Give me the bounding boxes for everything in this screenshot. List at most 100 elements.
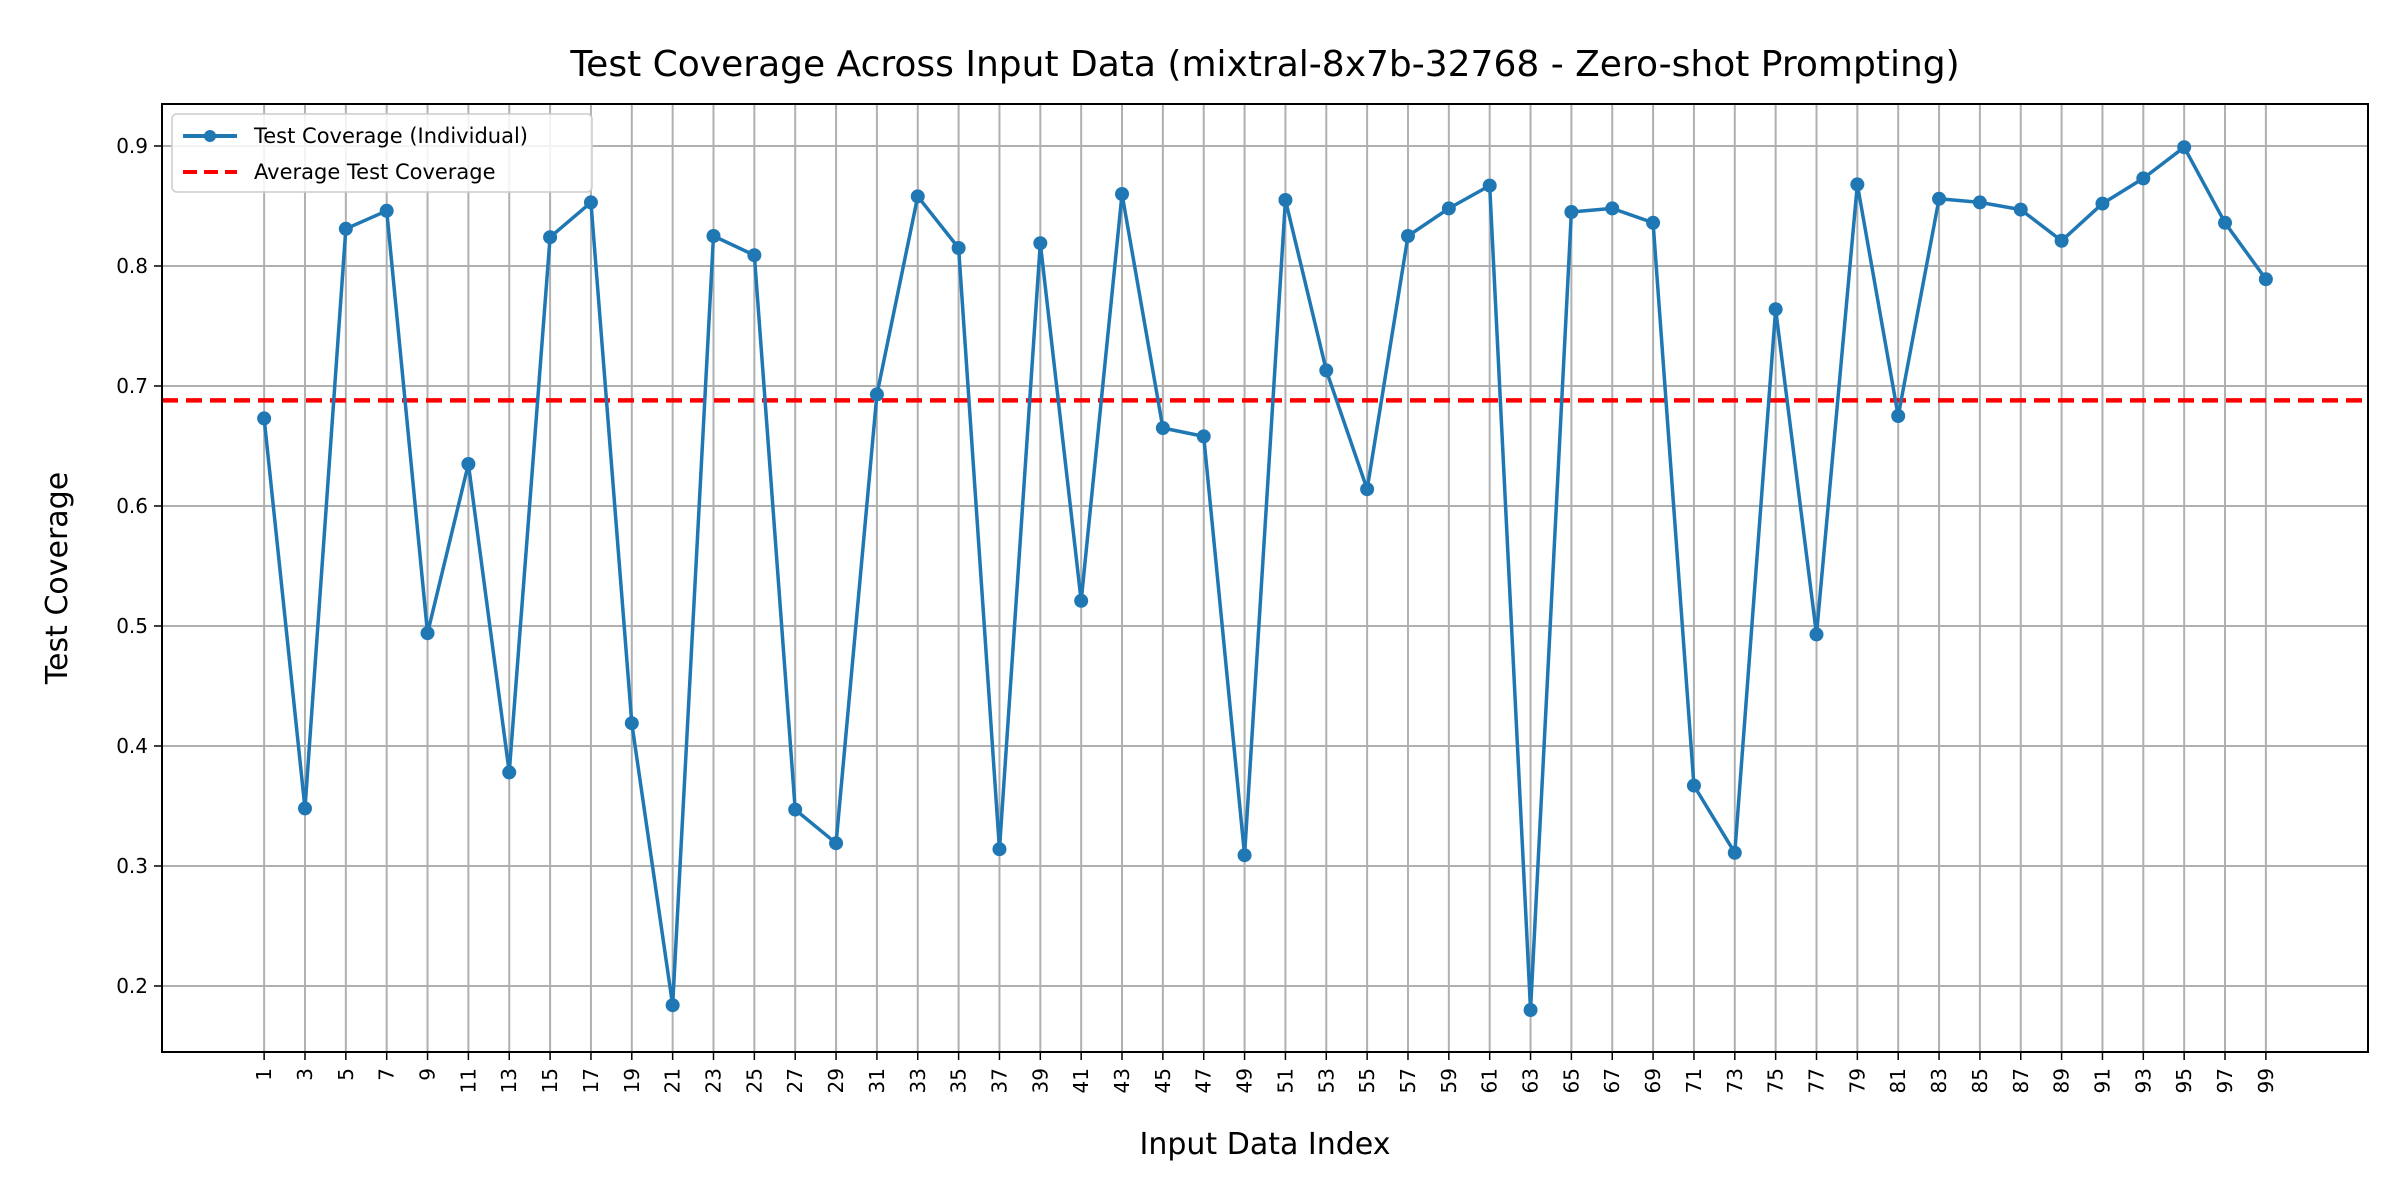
x-tick-label: 81 (1886, 1068, 1910, 1093)
data-point (1850, 177, 1865, 192)
x-tick-label: 29 (824, 1068, 848, 1093)
y-tick-label: 0.6 (116, 494, 148, 518)
data-point (1237, 848, 1252, 863)
x-tick-label: 59 (1437, 1068, 1461, 1093)
x-tick-label: 5 (334, 1068, 358, 1081)
data-point (297, 801, 312, 816)
x-tick-label: 73 (1723, 1068, 1747, 1093)
data-point (1155, 421, 1170, 435)
data-point (257, 411, 272, 426)
plot-frame (161, 103, 2369, 1053)
x-tick-label: 15 (538, 1068, 562, 1093)
legend-marker-individual (204, 130, 216, 142)
x-tick-label: 79 (1845, 1068, 1869, 1093)
data-point (869, 387, 884, 402)
x-tick-label: 37 (987, 1068, 1011, 1093)
data-point (2177, 140, 2192, 155)
data-point (2054, 233, 2069, 248)
x-tick-label: 71 (1682, 1068, 1706, 1093)
data-point (1686, 778, 1701, 793)
x-tick-label: 31 (865, 1068, 889, 1093)
x-tick-label: 35 (947, 1068, 971, 1093)
series-layer (257, 140, 2273, 1017)
x-tick-label: 7 (375, 1068, 399, 1081)
series-line (262, 145, 2268, 1012)
data-point (379, 203, 394, 218)
data-point (1360, 482, 1375, 497)
data-point (1646, 215, 1661, 230)
data-point (1809, 627, 1824, 642)
x-tick-label: 13 (497, 1068, 521, 1093)
data-point (1768, 302, 1783, 317)
x-tick-label: 27 (783, 1068, 807, 1093)
legend-box (171, 113, 593, 193)
data-point (951, 241, 966, 255)
x-tick-label: 21 (661, 1068, 685, 1093)
data-point (2013, 202, 2028, 217)
data-point (2136, 171, 2151, 186)
data-point (1319, 363, 1334, 378)
x-axis-label: Input Data Index (1140, 1127, 1391, 1162)
data-point (1115, 187, 1130, 201)
x-tick-label: 47 (1192, 1068, 1216, 1093)
x-tick-label: 77 (1805, 1068, 1829, 1093)
legend-label-individual: Test Coverage (Individual) (253, 124, 528, 148)
x-tick-label: 53 (1314, 1068, 1338, 1093)
data-point (502, 765, 517, 780)
x-tick-label: 1 (252, 1068, 276, 1081)
x-tick-label: 83 (1927, 1068, 1951, 1093)
data-point (1523, 1003, 1538, 1017)
data-point (1972, 195, 1987, 210)
y-tick-label: 0.4 (116, 734, 148, 758)
data-point (1400, 229, 1415, 243)
y-tick-label: 0.2 (116, 974, 148, 998)
x-tick-label: 69 (1641, 1068, 1665, 1093)
data-point (338, 221, 353, 236)
y-axis-label: Test Coverage (40, 472, 75, 685)
data-point (543, 230, 558, 245)
x-tick-label: 67 (1600, 1068, 1624, 1093)
legend-label-average: Average Test Coverage (254, 160, 496, 184)
data-point (583, 195, 598, 210)
x-tick-label: 43 (1110, 1068, 1134, 1093)
data-point (1482, 178, 1497, 193)
x-tick-label: 17 (579, 1068, 603, 1093)
data-point (2218, 215, 2233, 230)
x-tick-label: 75 (1764, 1068, 1788, 1093)
data-point (1033, 236, 1048, 251)
x-tick-label: 23 (702, 1068, 726, 1093)
x-tick-label: 99 (2254, 1068, 2278, 1093)
x-tick-label: 25 (742, 1068, 766, 1093)
data-point (665, 998, 680, 1013)
x-tick-label: 91 (2090, 1068, 2114, 1093)
data-point (1564, 205, 1579, 219)
chart-title: Test Coverage Across Input Data (mixtral… (569, 44, 1959, 85)
data-point (788, 802, 803, 817)
data-point (706, 229, 721, 243)
x-tick-label: 85 (1968, 1068, 1992, 1093)
data-point (624, 716, 639, 731)
x-tick-label: 89 (2050, 1068, 2074, 1093)
x-tick-label: 95 (2172, 1068, 2196, 1093)
legend: Test Coverage (Individual) Average Test … (171, 113, 593, 193)
x-tick-label: 3 (293, 1068, 317, 1081)
x-tick-label: 9 (416, 1068, 440, 1081)
x-tick-label: 87 (2009, 1068, 2033, 1093)
y-tick-label: 0.8 (116, 254, 148, 278)
x-tick-label: 63 (1519, 1068, 1543, 1093)
data-point (461, 457, 476, 471)
data-point (829, 836, 844, 851)
data-point (1727, 845, 1742, 860)
y-tick-label: 0.5 (116, 614, 148, 638)
data-point (1441, 201, 1456, 216)
data-point (1605, 201, 1620, 216)
x-tick-label: 11 (456, 1068, 480, 1093)
x-tick-label: 39 (1028, 1068, 1052, 1093)
data-point (992, 842, 1007, 857)
x-tick-label: 55 (1355, 1068, 1379, 1093)
x-tick-label: 49 (1233, 1068, 1257, 1093)
y-ticks: 0.2 0.3 0.4 0.5 0.6 0.7 0.8 0.9 (116, 134, 162, 998)
